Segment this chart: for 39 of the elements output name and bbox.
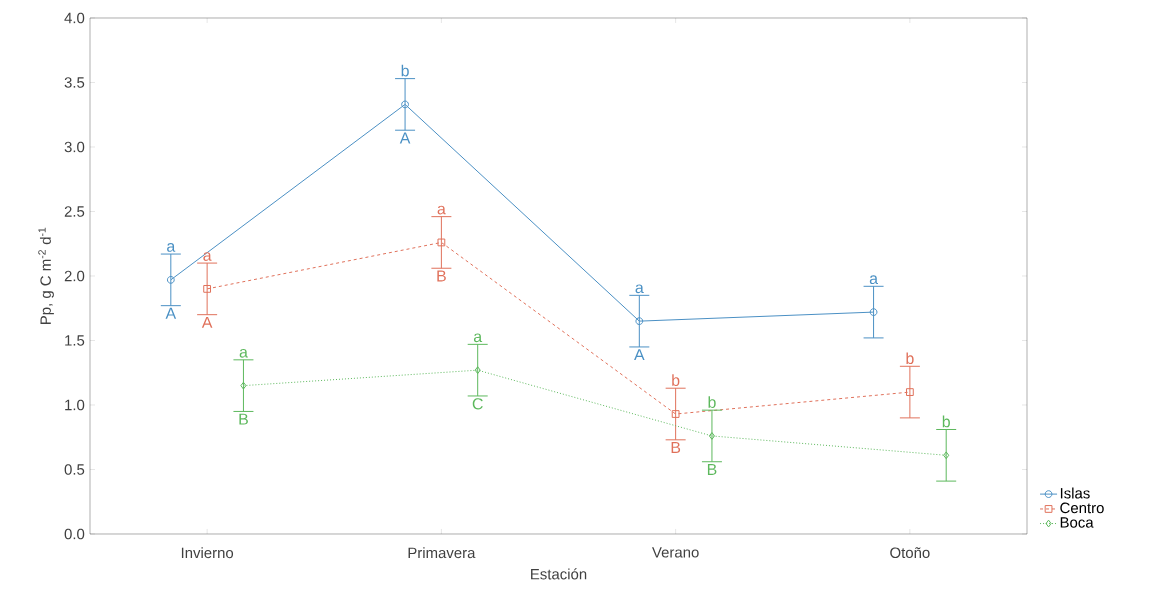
annotation: A	[634, 349, 645, 361]
annotation: A	[399, 132, 411, 144]
annotation: A	[201, 316, 213, 328]
y-tick-label: 1.0	[65, 399, 85, 411]
annotation: B	[437, 270, 446, 282]
x-tick-label: Primavera	[408, 547, 476, 559]
x-tick-label: Otoño	[890, 547, 930, 559]
x-axis-title: Estación	[531, 568, 587, 580]
y-tick-label: 4.0	[64, 12, 85, 24]
annotation: b	[672, 374, 680, 387]
y-tick-label: 3.5	[64, 77, 85, 88]
y-tick-label: 2.0	[64, 270, 85, 282]
y-tick-label: 2.5	[64, 206, 85, 217]
annotation: b	[906, 352, 914, 365]
legend-label: Centro	[1060, 502, 1104, 514]
y-tick-label: 0.5	[64, 464, 85, 475]
annotation: b	[401, 64, 409, 77]
legend-label: Islas	[1060, 487, 1090, 499]
annotation: a	[869, 275, 878, 285]
legend-label: Boca	[1060, 517, 1094, 528]
annotation: B	[671, 442, 681, 453]
annotation: C	[472, 398, 483, 410]
annotation: b	[708, 396, 716, 408]
y-tick-label: 3.0	[64, 141, 85, 153]
annotation: a	[239, 348, 248, 358]
annotation: B	[707, 463, 717, 475]
annotation: a	[203, 252, 212, 261]
annotation: a	[167, 243, 176, 252]
y-axis-title: Pp, g C m$^{-2}$ d$^{-1}$	[38, 227, 54, 325]
annotation: a	[437, 205, 446, 215]
annotation: B	[239, 413, 248, 425]
annotation: A	[165, 307, 177, 319]
annotation: a	[635, 284, 644, 294]
x-tick-label: Verano	[652, 547, 699, 558]
annotation: a	[473, 333, 483, 343]
x-tick-label: Invierno	[181, 547, 234, 559]
y-tick-label: 0.0	[64, 528, 85, 540]
y-tick-label: 1.5	[65, 335, 85, 346]
annotation: b	[942, 415, 950, 428]
